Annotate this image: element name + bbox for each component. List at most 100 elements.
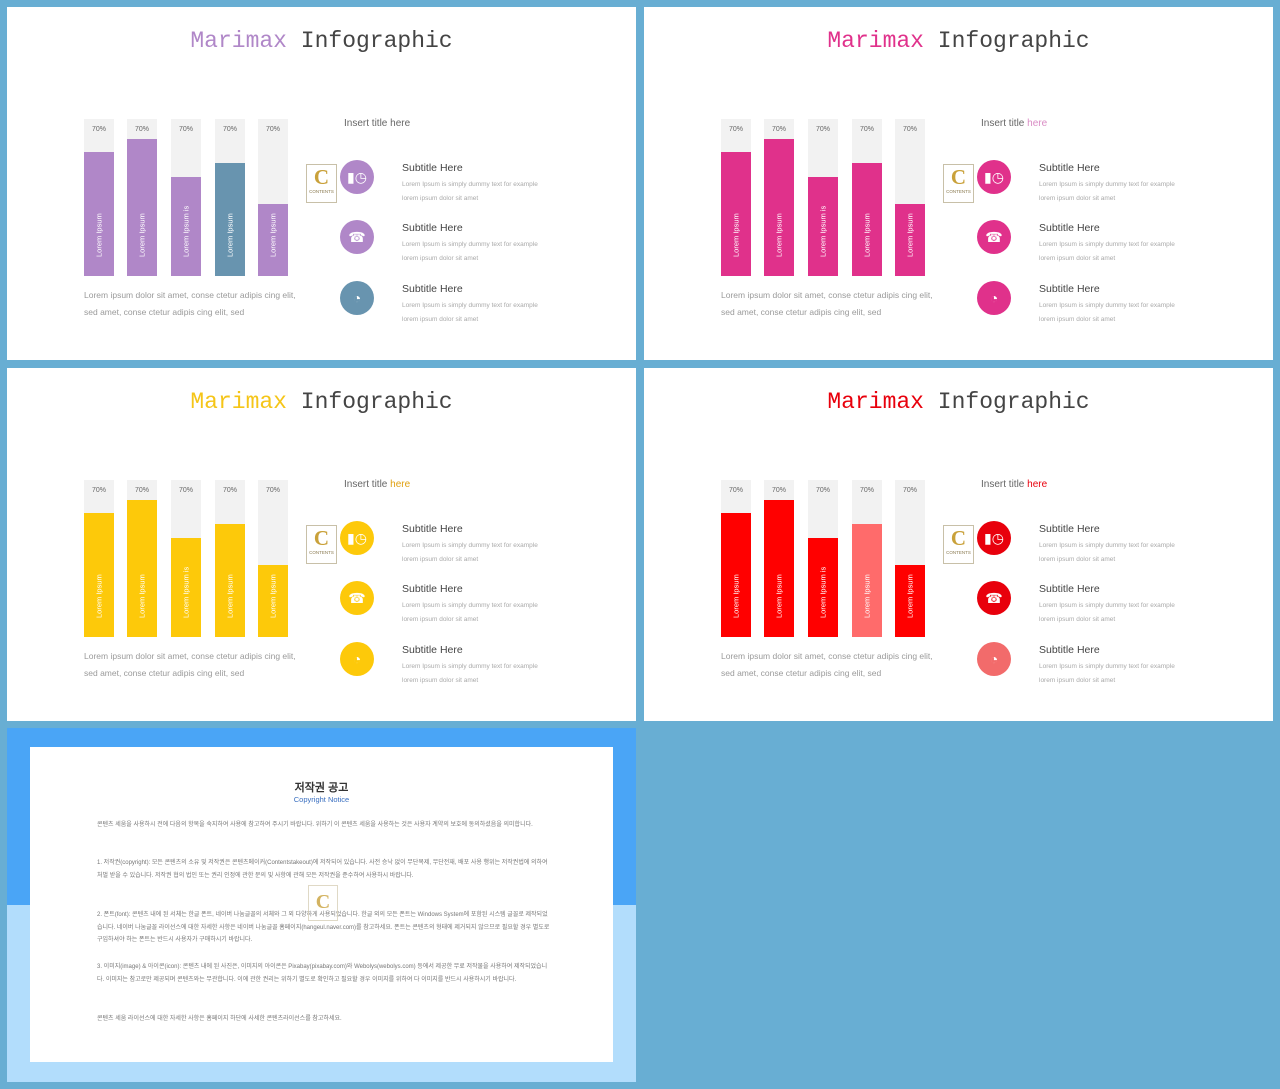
bar-percent-label: 70% [902, 126, 917, 133]
bar-percent-label: 70% [178, 126, 193, 133]
list-item: ◔ Subtitle Here Lorem Ipsum is simply dumm… [977, 280, 1267, 330]
item-subtitle: Subtitle Here [402, 162, 463, 174]
bar-label: Lorem Ipsum [225, 574, 235, 618]
bar: Lorem Ipsum [215, 162, 245, 276]
item-description: Lorem Ipsum is simply dummy text for exa… [1039, 181, 1175, 188]
copyright-paragraph: 콘텐츠 세움 라이선스에 대한 자세한 사항은 홈페이지 하단에 사세한 콘텐츠… [97, 1016, 342, 1022]
bar-percent-label: 70% [815, 126, 830, 133]
bar: Lorem Ipsum [852, 523, 882, 637]
bar-chart: 70% Lorem Ipsum 70% Lorem Ipsum 70% Lorem Ips… [84, 119, 294, 276]
item-subtitle: Subtitle Here [402, 283, 463, 295]
bar-track: 70% Lorem Ipsum [852, 480, 882, 637]
item-description: Lorem Ipsum is simply dummy text for exa… [1039, 302, 1175, 309]
bar-track: 70% Lorem Ipsum is [808, 119, 838, 276]
item-description: lorem ipsum dolor sit amet [1039, 255, 1116, 262]
bar-label: Lorem Ipsum is [181, 566, 191, 618]
bar-chart: 70% Lorem Ipsum 70% Lorem Ipsum 70% Lorem Ips… [84, 480, 294, 637]
bar-percent-label: 70% [265, 126, 280, 133]
bar-percent-label: 70% [178, 487, 193, 494]
slide-3: Marimax Infographic 70% Lorem Ipsum 70% Lor… [7, 368, 636, 721]
bar-percent-label: 70% [265, 487, 280, 494]
chart-clock-icon: ▮◷ [340, 160, 374, 194]
pie-gear-icon: ◔ [977, 281, 1011, 315]
pie-gear-icon: ◔ [340, 281, 374, 315]
slide-title: Marimax Infographic [827, 28, 1090, 54]
bar-label: Lorem Ipsum [94, 213, 104, 257]
bar: Lorem Ipsum [84, 151, 114, 276]
bar-percent-label: 70% [859, 487, 874, 494]
bar-percent-label: 70% [91, 487, 106, 494]
bar-label: Lorem Ipsum is [181, 205, 191, 257]
bar: Lorem Ipsum is [171, 177, 201, 276]
item-subtitle: Subtitle Here [1039, 222, 1100, 234]
item-description: Lorem Ipsum is simply dummy text for exa… [402, 602, 538, 609]
bar: Lorem Ipsum [721, 151, 751, 276]
pie-gear-icon: ◔ [340, 642, 374, 676]
pie-gear-icon: ◔ [977, 642, 1011, 676]
item-description: Lorem Ipsum is simply dummy text for exa… [1039, 663, 1175, 670]
bar-percent-label: 70% [771, 487, 786, 494]
bar-track: 70% Lorem Ipsum [721, 119, 751, 276]
slide-title: Marimax Infographic [190, 28, 453, 54]
bar-label: Lorem Ipsum [137, 213, 147, 257]
bar-label: Lorem Ipsum [905, 574, 915, 618]
item-description: lorem ipsum dolor sit amet [402, 316, 479, 323]
bar: Lorem Ipsum [895, 564, 925, 637]
bar: Lorem Ipsum [764, 139, 794, 276]
slide-title: Marimax Infographic [827, 389, 1090, 415]
bar-percent-label: 70% [728, 126, 743, 133]
bar: Lorem Ipsum [215, 523, 245, 637]
bar-track: 70% Lorem Ipsum is [171, 480, 201, 637]
bar-track: 70% Lorem Ipsum [215, 119, 245, 276]
bar-track: 70% Lorem Ipsum [84, 480, 114, 637]
item-description: lorem ipsum dolor sit amet [1039, 677, 1116, 684]
bar-label: Lorem Ipsum [774, 574, 784, 618]
copyright-card: 저작권 공고 Copyright Notice 콘텐츠 세움을 사용하시 전에 … [30, 747, 613, 1062]
item-description: lorem ipsum dolor sit amet [402, 616, 479, 623]
slide-title: Marimax Infographic [190, 389, 453, 415]
bar-percent-label: 70% [134, 487, 149, 494]
list-item: ☎ Subtitle Here Lorem Ipsum is simply dumm… [340, 580, 630, 630]
chart-caption: Lorem ipsum dolor sit amet, conse ctetur… [84, 290, 296, 317]
list-item: ◔ Subtitle Here Lorem Ipsum is simply dumm… [340, 280, 630, 330]
item-subtitle: Subtitle Here [402, 523, 463, 535]
bar: Lorem Ipsum [895, 203, 925, 276]
phone-24-icon: ☎ [977, 220, 1011, 254]
bar-track: 70% Lorem Ipsum [258, 480, 288, 637]
chart-clock-icon: ▮◷ [977, 521, 1011, 555]
bar-percent-label: 70% [815, 487, 830, 494]
bar: Lorem Ipsum is [808, 177, 838, 276]
insert-title: Insert title here [981, 118, 1048, 129]
bar: Lorem Ipsum [84, 512, 114, 637]
bar-label: Lorem Ipsum [731, 213, 741, 257]
bar-label: Lorem Ipsum is [818, 566, 828, 618]
bar-track: 70% Lorem Ipsum [215, 480, 245, 637]
item-subtitle: Subtitle Here [402, 644, 463, 656]
copyright-paragraph: 콘텐츠 세움을 사용하시 전에 다음의 항목을 숙지하여 사용에 참고하여 주시… [97, 822, 533, 828]
item-description: lorem ipsum dolor sit amet [1039, 616, 1116, 623]
bar: Lorem Ipsum [764, 500, 794, 637]
item-description: lorem ipsum dolor sit amet [402, 556, 479, 563]
list-item: ◔ Subtitle Here Lorem Ipsum is simply dumm… [340, 641, 630, 691]
copyright-paragraph: 3. 이미지(image) & 아이콘(icon): 콘텐츠 내에 된 사진은,… [97, 964, 548, 983]
bar-percent-label: 70% [91, 126, 106, 133]
item-subtitle: Subtitle Here [1039, 523, 1100, 535]
phone-24-icon: ☎ [340, 220, 374, 254]
chart-clock-icon: ▮◷ [977, 160, 1011, 194]
copyright-subtitle: Copyright Notice [293, 795, 350, 804]
bar-track: 70% Lorem Ipsum [895, 119, 925, 276]
phone-24-icon: ☎ [340, 581, 374, 615]
item-description: Lorem Ipsum is simply dummy text for exa… [402, 241, 538, 248]
phone-24-icon: ☎ [977, 581, 1011, 615]
bar-track: 70% Lorem Ipsum is [808, 480, 838, 637]
insert-title: Insert title here [344, 479, 411, 490]
bar-label: Lorem Ipsum [137, 574, 147, 618]
chart-clock-icon: ▮◷ [340, 521, 374, 555]
bar-label: Lorem Ipsum [731, 574, 741, 618]
bar-track: 70% Lorem Ipsum is [171, 119, 201, 276]
list-item: ▮◷ Subtitle Here Lorem Ipsum is simply dum… [340, 520, 630, 570]
item-description: Lorem Ipsum is simply dummy text for exa… [1039, 241, 1175, 248]
item-description: Lorem Ipsum is simply dummy text for exa… [402, 302, 538, 309]
list-item: ▮◷ Subtitle Here Lorem Ipsum is simply dum… [340, 159, 630, 209]
chart-caption: Lorem ipsum dolor sit amet, conse ctetur… [721, 290, 933, 317]
